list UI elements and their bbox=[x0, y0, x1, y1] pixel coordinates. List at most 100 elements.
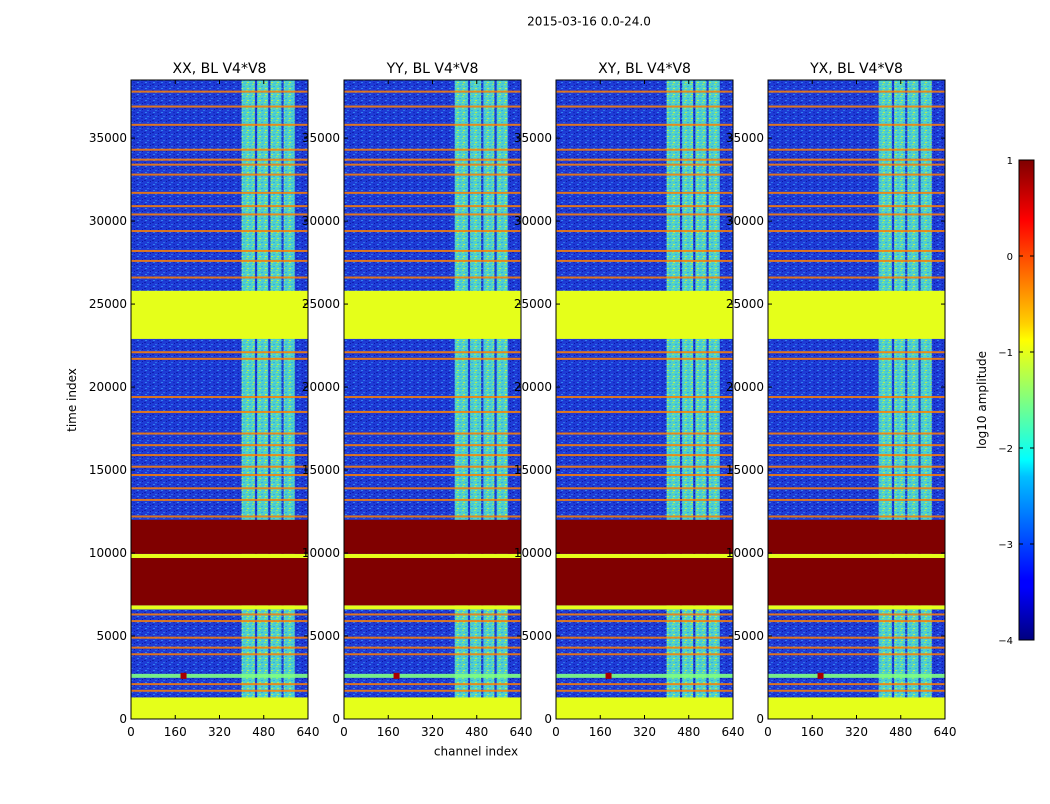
rfi-row bbox=[131, 646, 308, 649]
rfi-row bbox=[768, 454, 945, 457]
uniform-region bbox=[344, 290, 521, 339]
rfi-row bbox=[131, 487, 308, 490]
rfi-row bbox=[131, 351, 308, 354]
x-tick-label: 480 bbox=[465, 725, 488, 739]
rfi-row bbox=[344, 410, 521, 413]
rfi-row bbox=[768, 276, 945, 279]
rfi-row bbox=[131, 689, 308, 692]
rfi-row bbox=[344, 123, 521, 126]
colorbar-tick-label: −3 bbox=[998, 540, 1013, 551]
uniform-region bbox=[556, 519, 733, 554]
x-tick-label: 0 bbox=[764, 725, 772, 739]
uniform-region bbox=[556, 605, 733, 610]
rfi-row bbox=[131, 357, 308, 360]
rfi-row bbox=[556, 163, 733, 166]
rfi-row bbox=[131, 191, 308, 194]
rfi-row bbox=[768, 444, 945, 447]
rfi-row bbox=[556, 351, 733, 354]
rfi-row bbox=[344, 230, 521, 233]
x-tick-label: 0 bbox=[552, 725, 560, 739]
y-tick-label: 20000 bbox=[302, 380, 340, 394]
panel-title: XX, BL V4*V8 bbox=[173, 61, 267, 77]
panel-title: YY, BL V4*V8 bbox=[386, 61, 479, 77]
rfi-row bbox=[556, 249, 733, 252]
rfi-row bbox=[131, 636, 308, 639]
spike-row bbox=[344, 673, 521, 678]
bright-channel-band bbox=[878, 80, 892, 719]
rfi-row bbox=[131, 515, 308, 518]
rfi-row bbox=[768, 163, 945, 166]
bright-channel-band bbox=[907, 80, 919, 719]
rfi-row bbox=[768, 249, 945, 252]
rfi-row bbox=[556, 259, 733, 262]
y-tick-label: 30000 bbox=[514, 214, 552, 228]
x-tick-label: 480 bbox=[252, 725, 275, 739]
rfi-row bbox=[344, 689, 521, 692]
rfi-row bbox=[768, 259, 945, 262]
bright-channel-band bbox=[270, 80, 282, 719]
spike-point bbox=[605, 672, 612, 679]
rfi-row bbox=[131, 683, 308, 686]
rfi-row bbox=[344, 498, 521, 501]
y-tick-label: 35000 bbox=[89, 131, 127, 145]
uniform-region bbox=[131, 519, 308, 554]
y-tick-label: 0 bbox=[544, 712, 552, 726]
rfi-row bbox=[556, 105, 733, 108]
colorbar-tick-label: −2 bbox=[998, 444, 1013, 455]
x-tick-label: 320 bbox=[421, 725, 444, 739]
rfi-row bbox=[344, 620, 521, 623]
panel-yy: YY, BL V4*V8 0 160 320 480 640 0 5000 10000 15000… bbox=[302, 61, 533, 739]
uniform-region bbox=[768, 553, 945, 559]
y-tick-label: 25000 bbox=[89, 297, 127, 311]
rfi-row bbox=[344, 90, 521, 93]
x-axis-label: channel index bbox=[434, 745, 518, 759]
rfi-row bbox=[556, 689, 733, 692]
colorbar-tick-label: 1 bbox=[1007, 156, 1013, 167]
x-tick-label: 160 bbox=[589, 725, 612, 739]
rfi-row bbox=[344, 163, 521, 166]
rfi-row bbox=[344, 474, 521, 477]
rfi-row bbox=[344, 158, 521, 161]
y-tick-label: 10000 bbox=[514, 546, 552, 560]
rfi-row bbox=[556, 276, 733, 279]
rfi-row bbox=[768, 410, 945, 413]
uniform-region bbox=[131, 553, 308, 559]
rfi-row bbox=[344, 173, 521, 176]
x-tick-label: 480 bbox=[677, 725, 700, 739]
colorbar-label: log10 amplitude bbox=[975, 351, 989, 449]
rfi-row bbox=[344, 613, 521, 616]
bright-channel-band bbox=[682, 80, 694, 719]
rfi-row bbox=[131, 454, 308, 457]
x-tick-label: 160 bbox=[164, 725, 187, 739]
rfi-row bbox=[556, 357, 733, 360]
rfi-row bbox=[768, 148, 945, 151]
rfi-row bbox=[768, 357, 945, 360]
spike-point bbox=[393, 672, 400, 679]
rfi-row bbox=[556, 613, 733, 616]
rfi-row bbox=[131, 474, 308, 477]
bright-channel-band bbox=[894, 80, 906, 719]
y-tick-label: 0 bbox=[119, 712, 127, 726]
rfi-row bbox=[768, 487, 945, 490]
uniform-region bbox=[768, 605, 945, 610]
rfi-row bbox=[556, 498, 733, 501]
uniform-region bbox=[131, 290, 308, 339]
bright-channel-band bbox=[257, 80, 269, 719]
bright-channel-band bbox=[454, 80, 468, 719]
rfi-row bbox=[768, 683, 945, 686]
rfi-row bbox=[556, 148, 733, 151]
rfi-row bbox=[768, 620, 945, 623]
rfi-row bbox=[556, 636, 733, 639]
y-tick-label: 15000 bbox=[89, 463, 127, 477]
y-tick-label: 25000 bbox=[302, 297, 340, 311]
rfi-row bbox=[131, 396, 308, 399]
rfi-row bbox=[768, 465, 945, 468]
y-tick-label: 30000 bbox=[89, 214, 127, 228]
rfi-row bbox=[344, 205, 521, 208]
x-tick-label: 640 bbox=[934, 725, 957, 739]
rfi-row bbox=[556, 123, 733, 126]
rfi-row bbox=[131, 148, 308, 151]
rfi-row bbox=[131, 465, 308, 468]
